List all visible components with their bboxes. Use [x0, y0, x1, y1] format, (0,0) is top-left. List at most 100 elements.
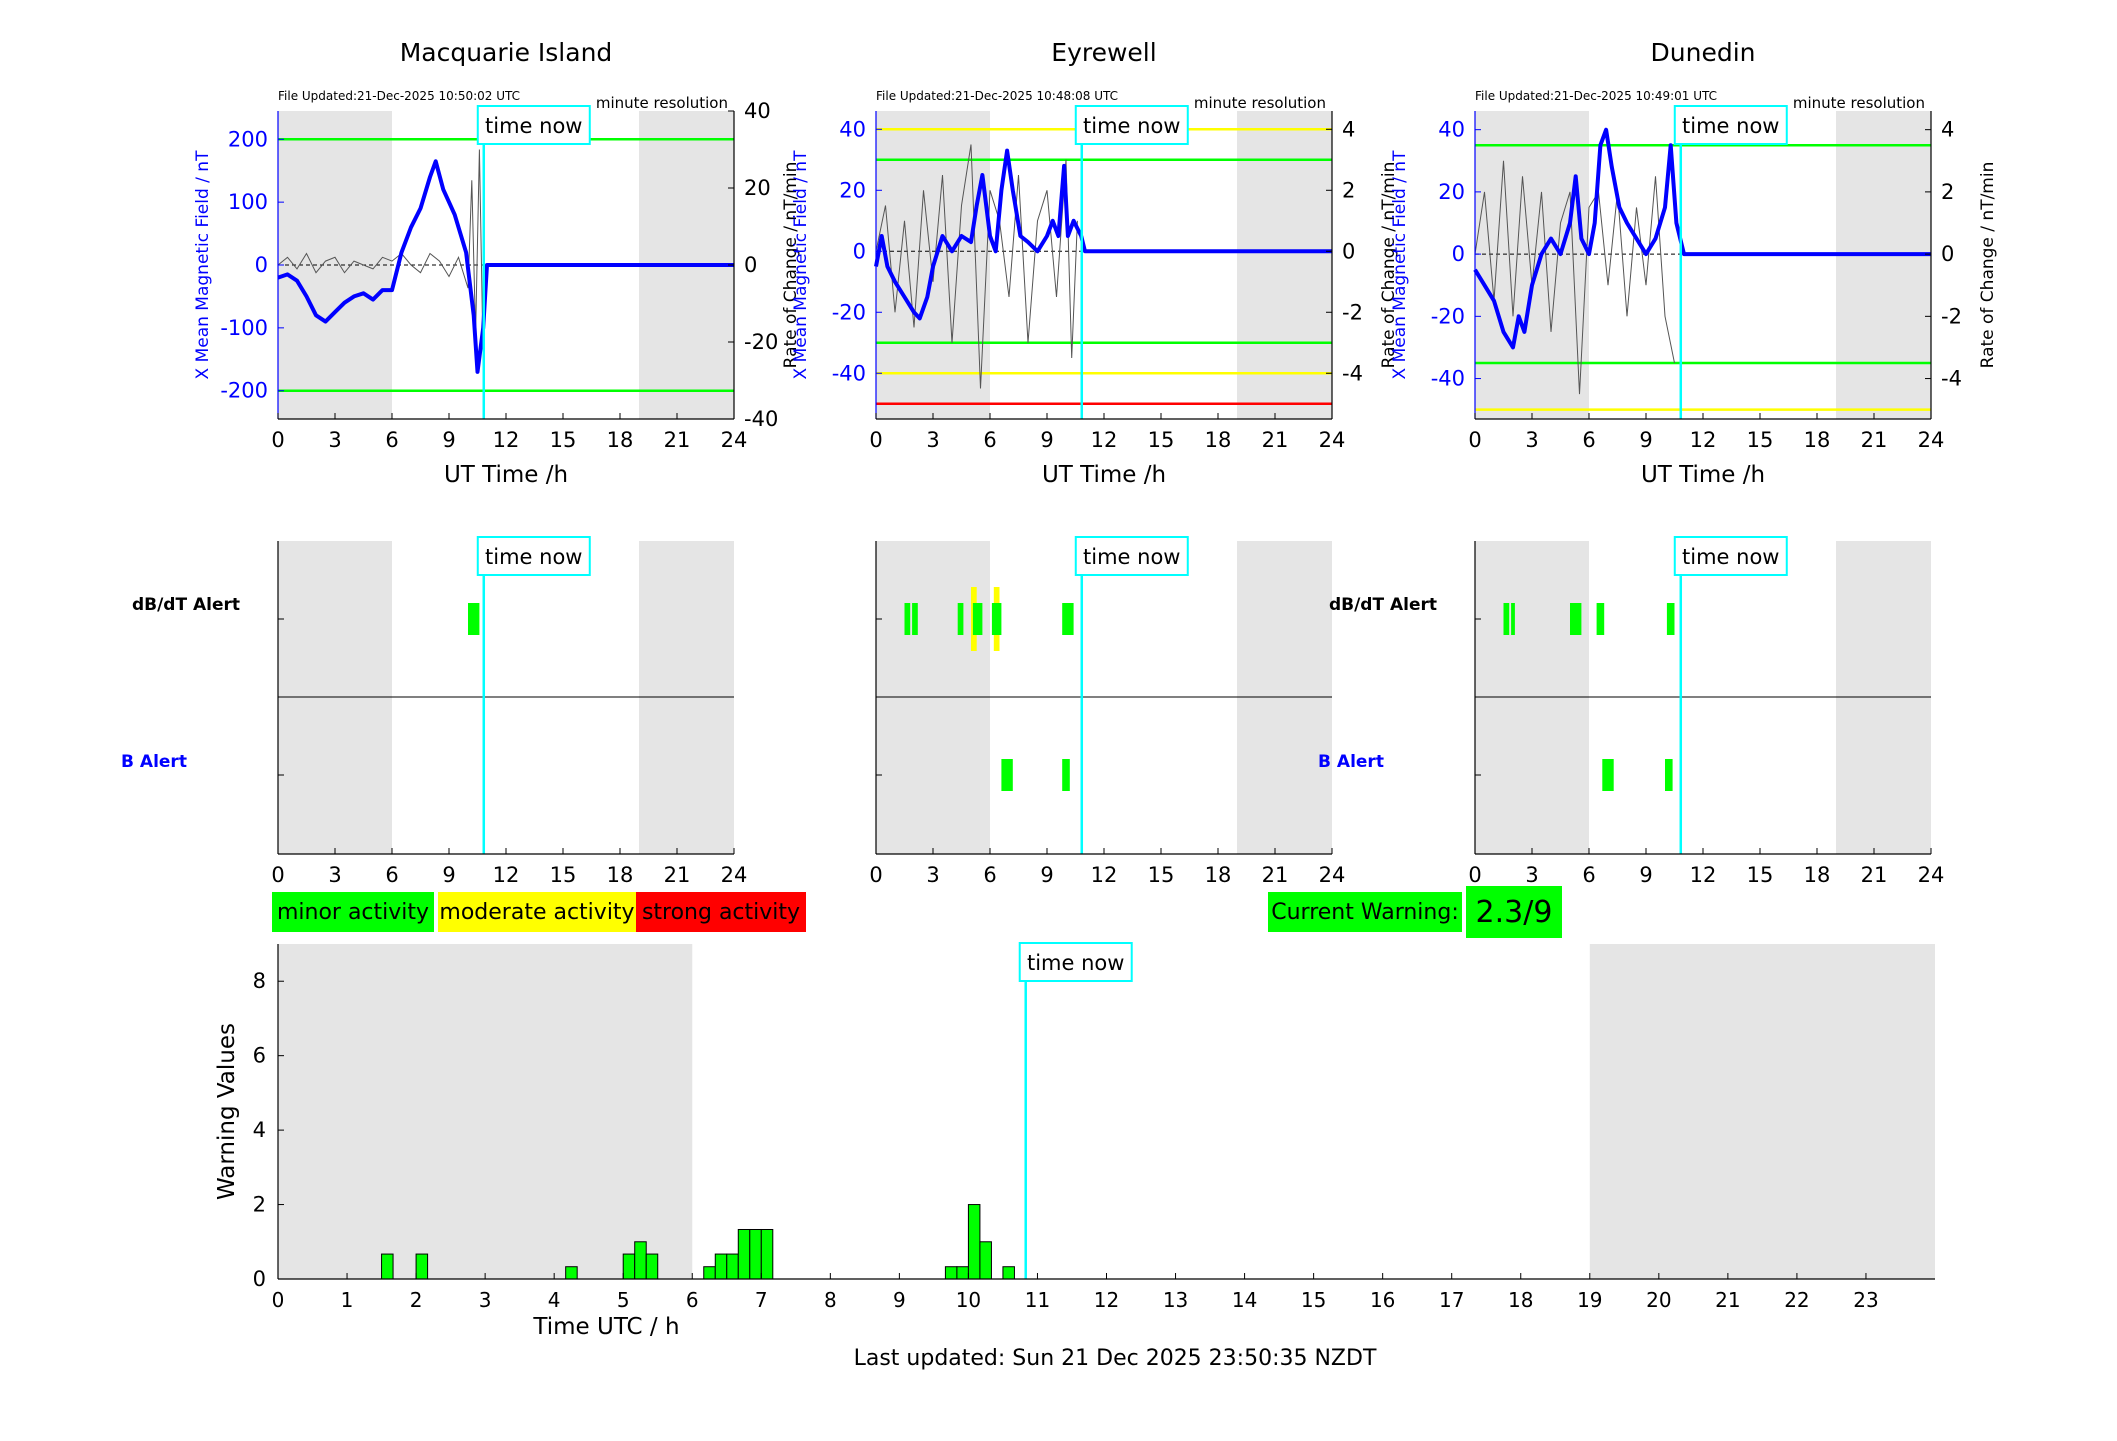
dbdt-alert-bar	[904, 603, 911, 635]
warning-bar	[749, 1228, 762, 1280]
x-tick-label: 5	[617, 1288, 630, 1312]
warning-bar	[967, 1204, 981, 1280]
legend-strong: strong activity	[636, 892, 806, 932]
x-tick-label: 15	[1301, 1288, 1326, 1312]
x-tick-label: 3	[926, 428, 939, 452]
x-tick-label: 9	[1040, 863, 1053, 887]
warning-bar	[565, 1266, 578, 1280]
x-tick-label: 6	[385, 428, 398, 452]
file-updated: File Updated:21-Dec-2025 10:49:01 UTC	[1475, 89, 1717, 103]
y-tick-label-left: 100	[228, 190, 268, 214]
dbdt-alert-bar	[1503, 603, 1510, 635]
x-tick-label: 17	[1439, 1288, 1464, 1312]
x-tick-label: 21	[664, 863, 691, 887]
time-now-label: time now	[1083, 545, 1180, 569]
dbdt-alert-label: dB/dT Alert	[1329, 595, 1437, 615]
legend-moderate: moderate activity	[438, 892, 636, 932]
file-updated: File Updated:21-Dec-2025 10:50:02 UTC	[278, 89, 520, 103]
x-axis-label: UT Time /h	[1641, 462, 1765, 488]
x-tick-label: 18	[1205, 863, 1232, 887]
y-tick-label-right: 0	[1941, 242, 1954, 266]
dbdt-alert-bar	[1570, 603, 1582, 635]
y-tick-label-right: 2	[1941, 180, 1954, 204]
x-axis-label: UT Time /h	[1042, 462, 1166, 488]
x-tick-label: 11	[1025, 1288, 1050, 1312]
current-warning-value: 2.3/9	[1466, 886, 1562, 938]
y-tick-label-right: 40	[744, 99, 771, 123]
rate-of-change-series	[277, 149, 484, 362]
x-tick-label: 0	[869, 863, 882, 887]
x-tick-label: 14	[1232, 1288, 1257, 1312]
legend-minor: minor activity	[272, 892, 434, 932]
y-tick-label-left: -200	[220, 379, 268, 403]
dbdt-alert-bar	[1666, 603, 1675, 635]
y-tick-label-right: -4	[1941, 367, 1962, 391]
x-tick-label: 21	[664, 428, 691, 452]
y-tick-label-left: -20	[1431, 304, 1465, 328]
y-tick-label-right: -20	[744, 330, 778, 354]
y-tick-label-left: 20	[839, 178, 866, 202]
time-now-label: time now	[485, 545, 582, 569]
y-tick-label-left: 40	[1438, 118, 1465, 142]
x-tick-label: 12	[1091, 428, 1118, 452]
x-tick-label: 16	[1370, 1288, 1395, 1312]
warning-bar	[760, 1228, 774, 1280]
y-tick-label-left: 20	[1438, 180, 1465, 204]
x-tick-label: 10	[956, 1288, 981, 1312]
time-now-box	[1673, 105, 1788, 145]
x-tick-label: 7	[755, 1288, 768, 1312]
x-tick-label: 12	[493, 863, 520, 887]
dbdt-alert-bar	[468, 603, 480, 635]
x-axis-label: UT Time /h	[444, 462, 568, 488]
time-now-label: time now	[1083, 114, 1180, 138]
x-tick-label: 18	[1804, 863, 1831, 887]
y-tick-label-left: 0	[255, 253, 268, 277]
x-tick-label: 24	[721, 863, 748, 887]
x-tick-label: 4	[548, 1288, 561, 1312]
y-tick-label-left: -40	[1431, 367, 1465, 391]
x-tick-label: 6	[385, 863, 398, 887]
y-tick-label-right: -40	[744, 407, 778, 431]
x-tick-label: 2	[410, 1288, 423, 1312]
x-tick-label: 24	[1918, 428, 1945, 452]
b-alert-bar	[1665, 759, 1673, 791]
x-tick-label: 12	[1690, 863, 1717, 887]
b-alert-label: B Alert	[1318, 752, 1384, 772]
dbdt-alert-bar	[1511, 603, 1515, 635]
warning-bar	[726, 1253, 739, 1280]
x-tick-label: 9	[1639, 428, 1652, 452]
x-tick-label: 1	[341, 1288, 354, 1312]
x-tick-label: 21	[1262, 863, 1289, 887]
y-tick-label: 2	[253, 1193, 266, 1217]
x-tick-label: 6	[1582, 863, 1595, 887]
x-tick-label: 18	[607, 428, 634, 452]
dbdt-alert-bar	[991, 603, 1002, 635]
night-shading	[1836, 111, 1931, 419]
warning-bar	[956, 1266, 969, 1280]
warning-bar	[622, 1253, 636, 1280]
x-tick-label: 15	[1747, 863, 1774, 887]
x-tick-label: 18	[1205, 428, 1232, 452]
time-now-label: time now	[485, 114, 582, 138]
time-now-box	[1074, 105, 1189, 145]
x-tick-label: 3	[328, 428, 341, 452]
x-tick-label: 3	[479, 1288, 492, 1312]
y-tick-label-left: 40	[839, 117, 866, 141]
time-now-box	[1074, 536, 1189, 576]
x-tick-label: 0	[869, 428, 882, 452]
x-tick-label: 24	[1319, 428, 1346, 452]
y-tick-label-right: -4	[1342, 361, 1363, 385]
x-tick-label: 21	[1262, 428, 1289, 452]
warning-bar	[714, 1253, 728, 1280]
b-alert-bar	[1602, 759, 1614, 791]
x-tick-label: 15	[1148, 863, 1175, 887]
x-tick-label: 9	[1040, 428, 1053, 452]
warning-bar	[979, 1241, 992, 1280]
x-tick-label: 18	[607, 863, 634, 887]
night-shading	[1589, 944, 1935, 1279]
warning-bar	[703, 1266, 716, 1280]
y-tick-label-left: 200	[228, 127, 268, 151]
y-axis-label-right: Rate of Change / nT/min	[1379, 162, 1399, 369]
warning-bar	[645, 1253, 659, 1280]
